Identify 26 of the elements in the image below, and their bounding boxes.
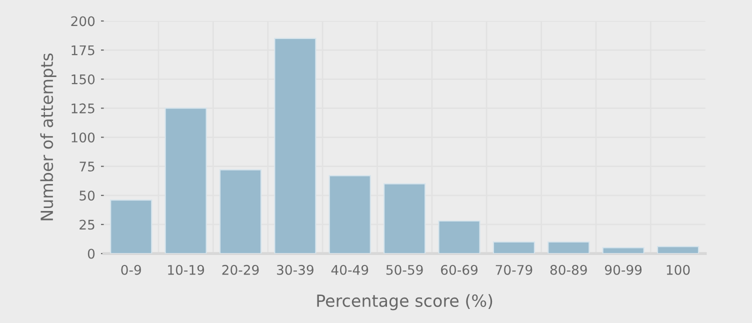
x-tick-label: 40-49 xyxy=(331,264,368,275)
bar xyxy=(656,246,700,254)
x-tick-label: 50-59 xyxy=(386,264,423,275)
x-tick-label: 10-19 xyxy=(168,264,204,275)
y-axis-title: Number of attempts xyxy=(40,53,56,220)
bar xyxy=(548,241,590,254)
x-tick-label: 60-69 xyxy=(441,264,478,275)
x-tick-label: 20-29 xyxy=(222,264,259,275)
x-tick-label: 30-39 xyxy=(277,264,314,275)
x-tick-label: 90-99 xyxy=(605,264,642,275)
x-axis-title: Percentage score (%) xyxy=(317,294,492,310)
y-tick-label: 25 xyxy=(80,220,94,230)
y-tick-label: 100 xyxy=(72,132,95,142)
bar xyxy=(492,241,536,254)
y-tick-label: 50 xyxy=(80,190,95,201)
x-tick-label: 100 xyxy=(666,264,690,275)
x-tick-label: 0-9 xyxy=(121,264,141,275)
y-tick-label: 0 xyxy=(88,248,95,259)
y-tick-label: 75 xyxy=(80,162,94,172)
x-tick-label: 70-79 xyxy=(496,264,532,275)
x-tick-label: 80-89 xyxy=(550,264,587,275)
y-tick-label: 150 xyxy=(72,74,95,84)
y-tick-label: 125 xyxy=(72,103,94,114)
y-tick-label: 200 xyxy=(71,16,95,26)
bar xyxy=(602,247,644,254)
y-tick-label: 175 xyxy=(72,45,94,56)
